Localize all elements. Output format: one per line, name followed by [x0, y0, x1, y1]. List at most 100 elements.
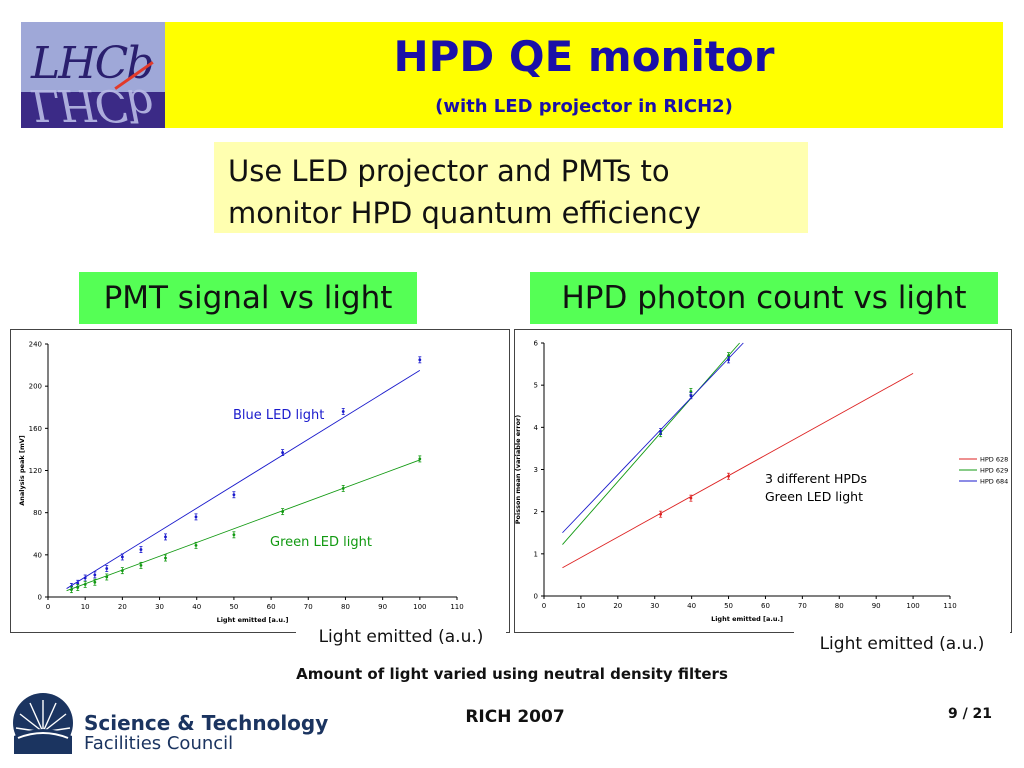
y-axis-label: Analysis peak [mV] — [18, 435, 26, 506]
data-point — [120, 555, 124, 559]
x-axis-label: Light emitted [a.u.] — [711, 615, 783, 623]
x-tick-label: 10 — [81, 603, 90, 611]
x-tick-label: 30 — [155, 603, 164, 611]
hpd-chart: 0 10 20 30 40 50 60 70 80 90 100 110 0 1 2 3 4 5 6 Light em… — [514, 340, 1008, 624]
x-tick-label: 110 — [943, 602, 956, 610]
x-tick-label: 30 — [650, 602, 659, 610]
pmt-chart: 0 10 20 30 40 50 60 70 80 90 100 110 0 40 80 120 160 200 2… — [18, 341, 464, 625]
data-point — [164, 535, 167, 539]
x-tick-label: 90 — [378, 603, 387, 611]
data-point — [93, 580, 97, 584]
x-tick-label: 20 — [613, 602, 622, 610]
legend-entry: HPD 684 — [980, 478, 1008, 486]
data-point — [105, 575, 109, 579]
y-tick-label: 2 — [534, 508, 538, 516]
stfc-logo-icon — [13, 693, 73, 754]
data-point — [659, 430, 663, 433]
pmt-chart-panel: 0 10 20 30 40 50 60 70 80 90 100 110 0 40 80 120 160 200 2… — [10, 329, 510, 633]
data-point — [727, 474, 730, 478]
y-tick-label: 5 — [534, 382, 538, 390]
fit-line — [66, 459, 420, 592]
intro-line-1: Use LED projector and PMTs to — [228, 154, 670, 188]
data-point — [341, 410, 345, 413]
data-point — [689, 496, 693, 500]
conference-label: RICH 2007 — [465, 707, 565, 727]
logo-wordmark-reflection: LHCb — [31, 79, 153, 128]
hpd-xaxis-caption: Light emitted (a.u.) — [794, 631, 1010, 657]
x-tick-label: 50 — [724, 602, 733, 610]
x-tick-label: 20 — [118, 603, 127, 611]
x-tick-label: 10 — [576, 602, 585, 610]
hpd-chart-panel: 0 10 20 30 40 50 60 70 80 90 100 110 0 1 2 3 4 5 6 Light em… — [514, 329, 1012, 633]
x-axis-label: Light emitted [a.u.] — [217, 616, 289, 624]
data-point — [727, 358, 730, 362]
data-point — [83, 576, 87, 580]
y-tick-label: 0 — [38, 594, 42, 602]
x-tick-label: 60 — [761, 602, 770, 610]
data-point — [689, 394, 693, 398]
data-point — [689, 390, 693, 393]
data-point — [341, 487, 345, 490]
x-tick-label: 0 — [542, 602, 546, 610]
series-label-green: Green LED light — [270, 535, 372, 550]
data-point — [727, 354, 730, 358]
y-axis-label: Poisson mean (variable error) — [515, 415, 522, 524]
data-point — [76, 581, 80, 585]
data-point — [418, 358, 422, 362]
pmt-xaxis-caption: Light emitted (a.u.) — [296, 625, 506, 649]
y-tick-label: 1 — [534, 550, 538, 558]
y-tick-label: 6 — [534, 340, 539, 348]
data-point — [194, 515, 198, 519]
x-tick-label: 90 — [872, 602, 881, 610]
y-tick-label: 240 — [29, 341, 42, 349]
footnote: Amount of light varied using neutral den… — [296, 665, 728, 683]
data-point — [281, 451, 285, 454]
y-tick-label: 160 — [29, 425, 42, 433]
y-tick-label: 0 — [534, 593, 538, 601]
hpd-chart-label: HPD photon count vs light — [530, 272, 998, 324]
x-tick-label: 70 — [304, 603, 313, 611]
data-point — [194, 543, 198, 547]
y-tick-label: 120 — [29, 467, 42, 475]
y-tick-label: 200 — [29, 383, 42, 391]
data-point — [418, 457, 422, 461]
y-tick-label: 3 — [534, 466, 538, 474]
x-tick-label: 0 — [46, 603, 50, 611]
x-tick-label: 110 — [450, 603, 463, 611]
y-tick-label: 40 — [33, 551, 42, 559]
x-tick-label: 100 — [413, 603, 426, 611]
data-point — [232, 493, 236, 497]
data-point — [76, 586, 80, 589]
y-tick-label: 80 — [33, 509, 42, 517]
x-tick-label: 50 — [229, 603, 238, 611]
stfc-name-line1: Science & Technology — [84, 711, 329, 735]
x-tick-label: 60 — [267, 603, 276, 611]
legend-entry: HPD 629 — [980, 467, 1008, 475]
title-bar — [165, 22, 1003, 128]
slide-subtitle: (with LED projector in RICH2) — [435, 96, 733, 117]
chart-annotation-line1: 3 different HPDs — [765, 471, 867, 486]
data-point — [93, 573, 97, 577]
fit-line — [562, 372, 914, 569]
data-point — [83, 582, 87, 586]
data-point — [139, 563, 143, 567]
fit-line — [562, 342, 744, 534]
series-label-blue: Blue LED light — [233, 408, 324, 423]
data-point — [164, 556, 167, 560]
data-point — [70, 588, 73, 592]
legend-entry: HPD 628 — [980, 456, 1008, 464]
data-point — [139, 548, 143, 551]
y-tick-label: 4 — [534, 424, 539, 432]
data-point — [120, 569, 124, 573]
data-point — [105, 567, 109, 570]
data-point — [659, 512, 663, 516]
slide-title: HPD QE monitor — [393, 32, 775, 81]
page-number: 9 / 21 — [947, 706, 993, 722]
logo-wordmark: LHCb — [31, 38, 154, 89]
intro-line-2: monitor HPD quantum efficiency — [228, 196, 701, 230]
data-point — [281, 510, 285, 514]
pmt-chart-label: PMT signal vs light — [79, 272, 417, 324]
x-tick-label: 80 — [341, 603, 350, 611]
x-tick-label: 80 — [835, 602, 844, 610]
x-tick-label: 40 — [192, 603, 201, 611]
